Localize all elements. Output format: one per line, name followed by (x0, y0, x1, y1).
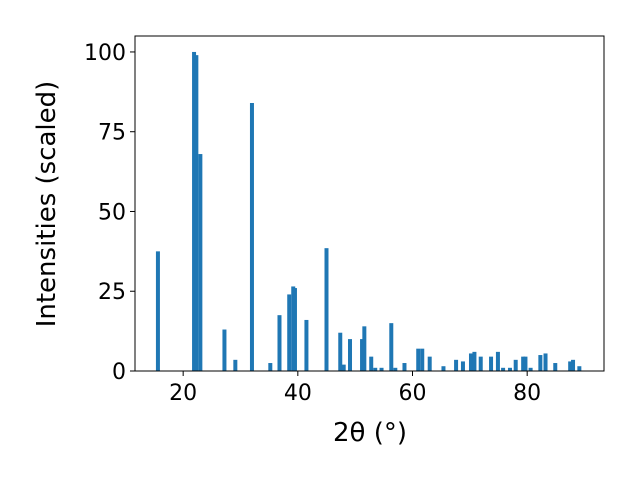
bar (277, 315, 282, 371)
bar (222, 329, 227, 371)
bar (268, 363, 273, 371)
bar (155, 251, 160, 371)
bar (402, 363, 407, 371)
bar (369, 356, 374, 371)
bar (553, 363, 558, 371)
bar (420, 348, 425, 371)
y-tick-label: 50 (98, 200, 126, 225)
y-axis-label: Intensities (scaled) (32, 81, 62, 328)
bar (287, 294, 292, 371)
bar (304, 319, 309, 371)
bar (507, 367, 512, 371)
bar (373, 367, 378, 371)
bar (538, 355, 543, 371)
bar (568, 361, 573, 371)
x-axis-label: 2θ (°) (333, 418, 407, 448)
bar (577, 366, 582, 371)
bar (543, 353, 548, 371)
bar (192, 51, 197, 371)
x-tick-label: 40 (284, 381, 312, 406)
x-tick-label: 20 (169, 381, 197, 406)
bar (324, 248, 329, 371)
bar (523, 356, 528, 371)
bar (489, 356, 494, 371)
bar (441, 366, 446, 371)
x-tick-label: 80 (513, 381, 541, 406)
bar (338, 332, 343, 371)
bar (468, 353, 473, 371)
bar (460, 361, 465, 371)
bar (341, 364, 346, 371)
bar (454, 359, 459, 371)
y-tick-label: 100 (84, 41, 126, 66)
bar (513, 359, 518, 371)
bar (501, 367, 506, 371)
x-tick-label: 60 (399, 381, 427, 406)
bar (521, 356, 526, 371)
bar (194, 55, 199, 372)
bar (198, 154, 203, 371)
bar (393, 367, 398, 371)
y-tick-label: 75 (98, 121, 126, 146)
bar (348, 339, 353, 371)
bar (233, 359, 238, 371)
bar (416, 348, 421, 371)
bar (292, 288, 297, 371)
bar (389, 323, 394, 371)
bar (528, 367, 533, 371)
y-tick-label: 25 (98, 280, 126, 305)
bar (478, 356, 483, 371)
y-tick-label: 0 (112, 360, 126, 385)
bar (362, 326, 367, 371)
bar (472, 351, 477, 371)
bar (379, 367, 384, 371)
bar (427, 356, 432, 371)
plot-frame (134, 35, 605, 372)
bar (249, 103, 254, 371)
bar (360, 339, 365, 371)
bar (495, 351, 500, 371)
bar (571, 359, 576, 371)
